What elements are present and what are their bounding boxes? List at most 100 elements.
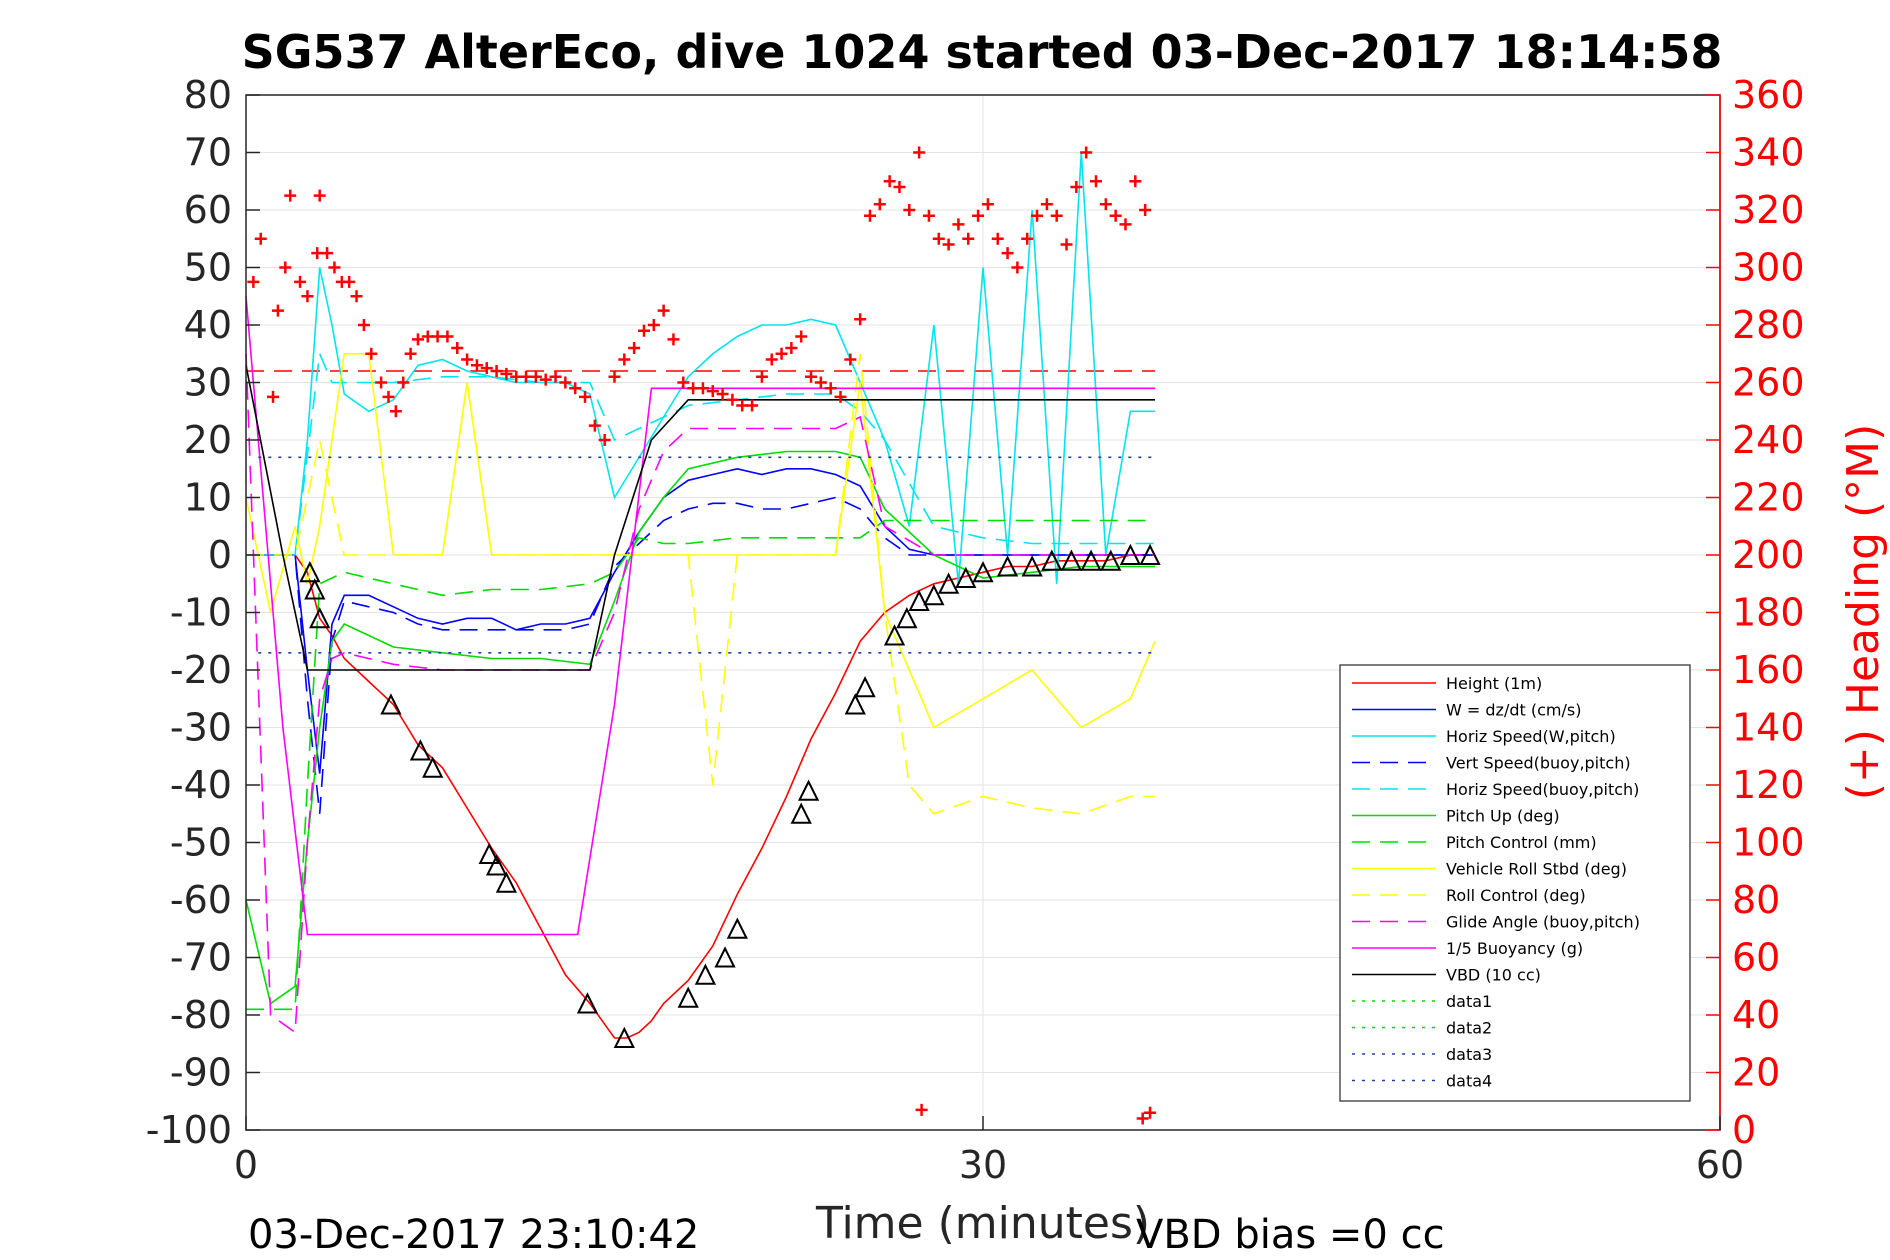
legend-box	[1339, 664, 1691, 1102]
marker-triangle	[677, 986, 699, 1008]
heading-marker	[775, 347, 788, 360]
legend-entry: Vert Speed(buoy,pitch)	[1446, 754, 1631, 773]
y-tick-label-right: 160	[1732, 648, 1805, 692]
heading-marker	[500, 367, 513, 380]
tick-layer: 80706050403020100-10-20-30-40-50-60-70-8…	[146, 73, 1805, 1187]
heading-marker	[726, 393, 739, 406]
legend-entry: data4	[1446, 1072, 1492, 1091]
heading-marker	[267, 390, 280, 403]
heading-marker	[637, 324, 650, 337]
heading-marker	[1021, 232, 1034, 245]
heading-marker	[254, 232, 267, 245]
y-tick-label-left: -40	[170, 763, 232, 807]
heading-marker	[834, 390, 847, 403]
y-tick-label-right: 360	[1732, 73, 1805, 117]
heading-marker	[247, 275, 260, 288]
heading-marker	[1001, 247, 1014, 260]
heading-marker	[1080, 146, 1093, 159]
heading-marker	[883, 175, 896, 188]
heading-marker	[382, 390, 395, 403]
series-line	[246, 496, 1155, 814]
x-tick-label: 0	[234, 1143, 258, 1187]
marker-triangle	[1119, 543, 1142, 565]
y-tick-label-left: 60	[184, 188, 232, 232]
heading-marker	[375, 376, 388, 389]
heading-marker	[755, 370, 768, 383]
y-tick-label-left: 50	[184, 246, 232, 290]
heading-marker	[279, 261, 292, 274]
heading-marker	[667, 333, 680, 346]
heading-marker	[569, 382, 582, 395]
marker-triangle	[937, 572, 960, 594]
heading-marker	[1119, 218, 1132, 231]
heading-layer	[247, 146, 1157, 1125]
marker-triangle	[883, 624, 906, 646]
heading-marker	[893, 181, 906, 193]
heading-marker	[991, 232, 1004, 245]
series-line	[246, 350, 1155, 556]
heading-marker	[942, 238, 955, 251]
heading-marker	[397, 376, 410, 389]
y-tick-label-left: -50	[170, 821, 232, 865]
marker-triangle	[309, 607, 331, 629]
marker-triangle	[955, 566, 977, 588]
marker-triangle	[908, 589, 930, 611]
y-tick-label-right: 140	[1732, 706, 1805, 750]
marker-triangle	[972, 561, 994, 583]
legend-entry: Horiz Speed(buoy,pitch)	[1446, 780, 1639, 799]
legend-entry: Height (1m)	[1446, 674, 1542, 693]
heading-marker	[657, 304, 670, 317]
footer-vbd-bias: VBD bias =0 cc	[1136, 1212, 1445, 1258]
marker-triangle	[1060, 549, 1083, 571]
marker-triangle	[714, 946, 736, 968]
legend-entry: Roll Control (deg)	[1446, 886, 1586, 905]
heading-marker	[1040, 198, 1053, 211]
heading-marker	[588, 419, 601, 432]
series-line	[246, 519, 1155, 1011]
heading-marker	[765, 353, 778, 366]
heading-marker	[441, 330, 454, 343]
heading-marker	[404, 347, 417, 360]
heading-marker	[480, 362, 493, 375]
y-tick-label-left: -100	[146, 1108, 232, 1152]
heading-marker	[677, 376, 690, 389]
series-line	[246, 353, 1155, 815]
marker-triangle	[694, 963, 717, 985]
legend-entry: VBD (10 cc)	[1446, 966, 1541, 985]
series-line	[245, 296, 1155, 936]
y-tick-label-right: 60	[1732, 936, 1780, 980]
heading-marker	[716, 388, 729, 400]
legend-entry: data3	[1446, 1045, 1492, 1064]
heading-marker	[389, 405, 402, 418]
marker-triangle	[304, 578, 326, 600]
y-tick-label-right: 260	[1732, 361, 1805, 405]
y-tick-label-right: 100	[1732, 821, 1805, 865]
marker-triangle	[478, 842, 500, 864]
heading-marker	[1070, 181, 1083, 193]
y-tick-label-left: 30	[184, 361, 232, 405]
y-tick-label-right: 300	[1732, 246, 1805, 290]
marker-triangle	[1139, 543, 1161, 565]
legend-entry: W = dz/dt (cm/s)	[1446, 701, 1581, 720]
marker-triangle	[726, 917, 748, 939]
heading-marker	[824, 382, 837, 395]
heading-marker	[1011, 261, 1024, 274]
heading-marker	[451, 342, 464, 354]
y-tick-label-left: -30	[170, 706, 232, 750]
footer-timestamp: 03-Dec-2017 23:10:42	[248, 1212, 699, 1258]
marker-triangle	[1041, 549, 1063, 571]
y-tick-label-right: 120	[1732, 763, 1805, 807]
heading-marker	[903, 204, 916, 216]
y-tick-label-right: 40	[1732, 993, 1780, 1037]
heading-marker	[922, 209, 935, 222]
heading-marker	[696, 382, 709, 395]
y-tick-label-left: -80	[170, 993, 232, 1037]
marker-triangle	[1021, 555, 1043, 577]
y-tick-label-right: 320	[1732, 188, 1805, 232]
heading-marker	[981, 198, 994, 211]
x-tick-label: 30	[959, 1143, 1007, 1187]
y-tick-label-left: 40	[184, 303, 232, 347]
heading-marker	[1136, 1112, 1149, 1125]
legend-entry: Horiz Speed(W,pitch)	[1446, 727, 1616, 746]
